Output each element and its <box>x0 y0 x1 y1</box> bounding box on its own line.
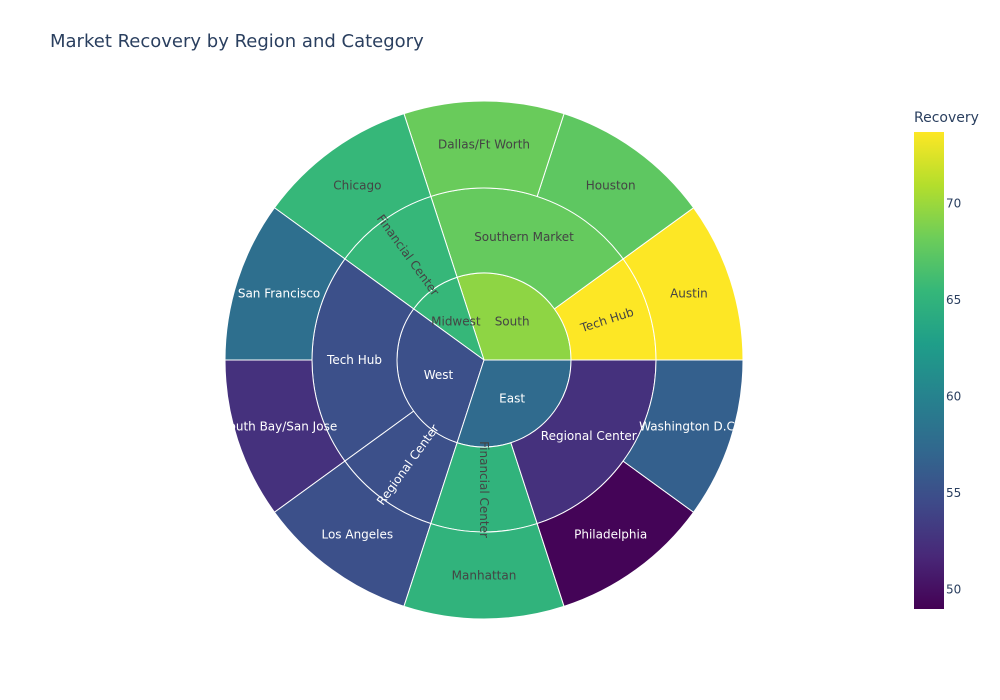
chart-title: Market Recovery by Region and Category <box>50 31 424 52</box>
sunburst-segment-east-financial-center-manhattan[interactable] <box>403 522 565 620</box>
colorbar-tick-60: 60 <box>946 390 961 404</box>
colorbar-tick-65: 65 <box>946 293 961 307</box>
colorbar-tick-55: 55 <box>946 486 961 500</box>
colorbar-gradient <box>914 132 944 609</box>
colorbar: 50 55 60 65 70 <box>914 132 961 609</box>
colorbar-tick-50: 50 <box>946 583 961 597</box>
colorbar-tick-70: 70 <box>946 196 961 210</box>
sunburst-segment-south-southern-market-dallas-ft-worth[interactable] <box>403 100 565 198</box>
sunburst-segment-east-regional-center-washington-d-c[interactable] <box>622 359 744 513</box>
colorbar-title: Recovery <box>914 110 979 126</box>
